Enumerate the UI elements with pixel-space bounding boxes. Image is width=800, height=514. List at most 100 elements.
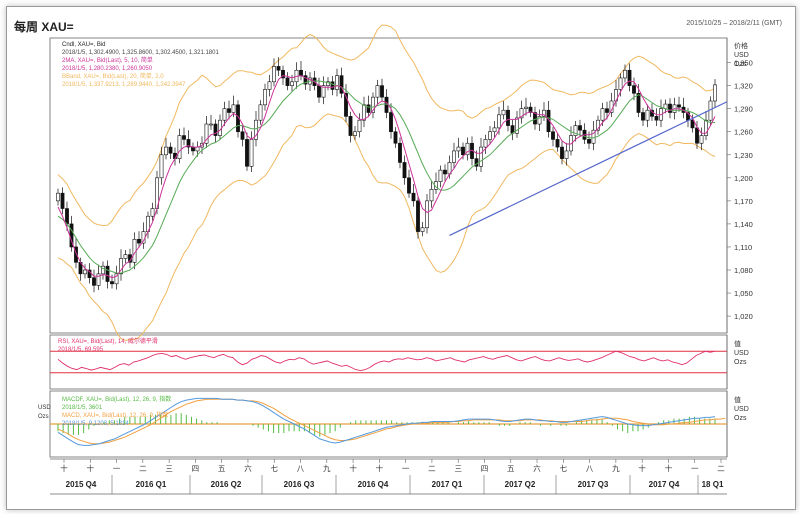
- candle-body: [398, 142, 402, 163]
- y-tick-label: 1,320: [734, 82, 753, 91]
- candle-body: [83, 269, 87, 275]
- macd-left-unit: USD: [38, 405, 51, 411]
- x-quarter-label: 2017 Q1: [432, 480, 463, 489]
- candle-body: [452, 150, 456, 163]
- y-axis-header: Ozs: [734, 61, 747, 68]
- candle-body: [186, 139, 191, 148]
- x-month-label: 六: [533, 463, 541, 473]
- rsi-axis-header: USD: [734, 350, 749, 357]
- x-month-label: 四: [481, 464, 489, 473]
- candle-body: [632, 85, 636, 94]
- candle-body: [276, 66, 281, 71]
- price-legend-line: 2018/1/5, 1,337.9213, 1,289.9440, 1,242.…: [62, 82, 186, 88]
- macd-signal-line: [57, 398, 726, 445]
- candle-body: [605, 108, 609, 113]
- rsi-legend-line: RSI, XAU=, Bid(Last), 14, 威尔德平滑: [58, 337, 158, 345]
- candle-body: [699, 135, 704, 144]
- x-month-label: 八: [297, 464, 305, 473]
- macd-axis-header: 值: [734, 395, 741, 404]
- candle-body: [272, 66, 276, 83]
- candle-body: [596, 119, 600, 131]
- macd-axis-header: USD: [734, 406, 749, 413]
- y-tick-label: 1,200: [734, 174, 753, 183]
- x-month-label: 十: [60, 463, 68, 473]
- candle-body: [92, 277, 96, 286]
- ma-short-line: [57, 75, 716, 279]
- candle-body: [528, 106, 533, 113]
- candle-body: [339, 75, 344, 94]
- x-month-label: 一: [113, 464, 121, 473]
- candle-body: [636, 93, 641, 113]
- candle-body: [524, 106, 528, 109]
- candle-body: [204, 123, 209, 144]
- candle-body: [461, 146, 465, 156]
- x-month-label: 十: [665, 463, 673, 473]
- candle-body: [380, 85, 384, 98]
- candle-body: [326, 81, 330, 86]
- candle-body: [497, 114, 501, 129]
- chart-title: 每周 XAU=: [14, 20, 74, 34]
- candle-body: [159, 154, 164, 179]
- y-tick-label: 1,110: [734, 243, 752, 252]
- candle-body: [177, 135, 182, 159]
- candle-body: [353, 131, 357, 136]
- candle-body: [420, 227, 425, 232]
- trendline: [449, 101, 728, 236]
- y-tick-label: 1,230: [734, 151, 753, 160]
- x-quarter-label: 2017 Q2: [505, 480, 536, 489]
- candle-body: [60, 192, 65, 209]
- macd-left-unit: Ozs: [38, 414, 49, 420]
- x-month-label: 八: [586, 464, 594, 473]
- candle-body: [249, 139, 254, 167]
- x-quarter-label: 2016 Q2: [211, 480, 242, 489]
- candle-body: [222, 108, 227, 121]
- candle-body: [362, 104, 366, 121]
- candle-body: [56, 192, 60, 202]
- candle-body: [690, 119, 695, 129]
- candle-body: [506, 109, 510, 126]
- candle-body: [290, 81, 294, 86]
- macd-legend-line: MACDF, XAU=, Bid(Last), 12, 26, 9, 指数: [62, 395, 171, 403]
- x-month-label: 一: [691, 464, 699, 473]
- y-tick-label: 1,350: [734, 59, 753, 68]
- candle-body: [668, 103, 672, 113]
- rsi-axis-header: 值: [734, 339, 741, 348]
- candle-body: [677, 104, 681, 108]
- candle-body: [429, 189, 434, 202]
- candle-body: [74, 246, 78, 263]
- y-tick-label: 1,050: [734, 289, 753, 298]
- candle-body: [240, 131, 245, 140]
- candle-body: [713, 84, 717, 102]
- candle-body: [231, 104, 236, 113]
- x-month-label: 二: [428, 464, 436, 473]
- x-month-label: 九: [323, 464, 331, 473]
- candle-body: [573, 125, 578, 136]
- candle-body: [105, 265, 110, 282]
- candle-body: [519, 108, 524, 119]
- candle-body: [182, 135, 186, 140]
- macd-legend-line: 2018/1/5, 9.1203, 5.1814: [62, 421, 129, 427]
- price-legend-line: BBand, XAU=, Bid(Last), 20, 简单, 2.0: [62, 72, 164, 80]
- candle-body: [695, 127, 699, 144]
- price-legend-line: 2018/1/5, 1,302.4900, 1,325.8600, 1,302.…: [62, 50, 219, 56]
- candle-body: [164, 146, 168, 156]
- candle-body: [443, 169, 447, 175]
- x-quarter-label: 2017 Q3: [578, 480, 609, 489]
- y-tick-label: 1,020: [734, 312, 753, 321]
- candle-body: [564, 150, 569, 159]
- candle-body: [591, 129, 596, 144]
- candle-body: [317, 85, 321, 98]
- candle-body: [281, 69, 285, 79]
- candle-body: [96, 273, 101, 286]
- rsi-legend-line: 2018/1/5, 69.595: [58, 347, 104, 353]
- candle-body: [344, 93, 348, 117]
- candle-body: [299, 69, 303, 76]
- candle-body: [263, 89, 267, 106]
- macd-legend-line: MACD, XAU=, Bid(Last), 12, 26, 9, 指数: [62, 411, 168, 419]
- candle-body: [654, 116, 659, 121]
- x-quarter-label: 2015 Q4: [66, 480, 97, 489]
- candle-body: [578, 125, 582, 131]
- x-month-label: 一: [402, 464, 410, 473]
- candle-body: [101, 265, 105, 275]
